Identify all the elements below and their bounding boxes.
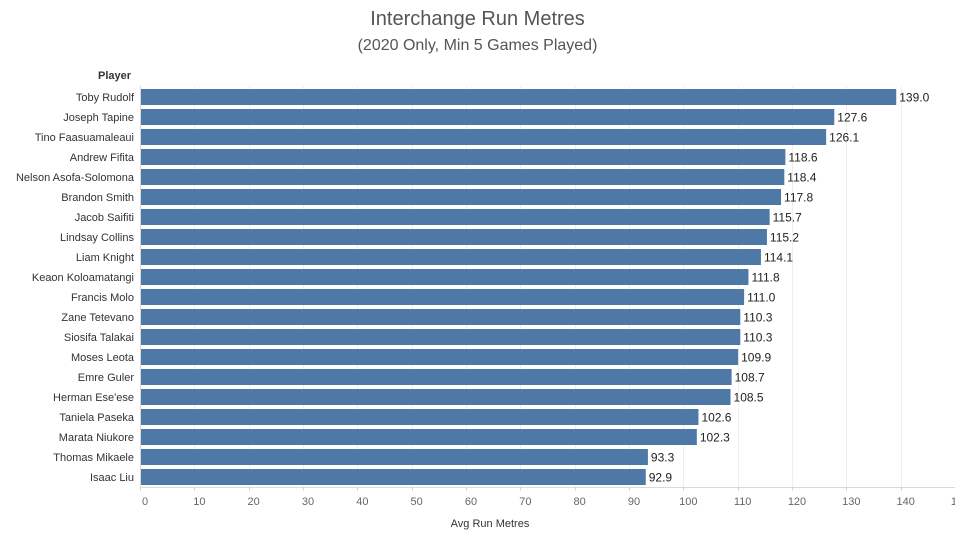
x-tick-label: 70 (519, 496, 531, 508)
bar (141, 349, 739, 365)
bar (141, 229, 767, 245)
bar-value-label: 111.0 (747, 291, 776, 305)
x-axis-title: Avg Run Metres (450, 518, 530, 530)
bar (141, 449, 648, 465)
bar (141, 149, 786, 165)
bar-value-label: 117.8 (784, 191, 813, 205)
bar-value-label: 115.2 (770, 231, 799, 245)
category-label: Joseph Tapine (63, 112, 134, 124)
category-label: Zane Tetevano (61, 312, 134, 324)
x-tick-label: 150 (951, 496, 955, 508)
chart-subtitle: (2020 Only, Min 5 Games Played) (357, 37, 598, 54)
bar (141, 269, 749, 285)
category-label: Siosifa Talakai (64, 332, 134, 344)
bar-value-label: 92.9 (649, 471, 673, 485)
x-tick-label: 60 (465, 496, 477, 508)
category-label: Emre Guler (78, 372, 135, 384)
category-label: Lindsay Collins (60, 232, 134, 244)
category-label: Brandon Smith (61, 192, 134, 204)
category-label: Marata Niukore (59, 432, 134, 444)
x-tick-label: 30 (302, 496, 314, 508)
category-label: Herman Ese'ese (53, 392, 134, 404)
x-tick-label: 130 (842, 496, 860, 508)
bar-value-label: 93.3 (651, 451, 675, 465)
bar (141, 309, 741, 325)
bar-value-label: 111.8 (751, 271, 780, 285)
category-label: Moses Leota (71, 352, 135, 364)
x-tick-label: 140 (896, 496, 914, 508)
bar-value-label: 115.7 (773, 211, 802, 225)
bar-value-label: 126.1 (829, 131, 859, 145)
bar-value-label: 118.6 (788, 151, 817, 165)
x-tick-label: 50 (411, 496, 423, 508)
category-label: Isaac Liu (90, 472, 134, 484)
bar (141, 429, 697, 445)
bar-value-label: 102.6 (701, 411, 731, 425)
bar (141, 389, 731, 405)
x-tick-label: 100 (679, 496, 697, 508)
category-label: Andrew Fifita (70, 152, 135, 164)
bar (141, 109, 835, 125)
category-label: Jacob Saifiti (75, 212, 134, 224)
category-label: Thomas Mikaele (53, 452, 134, 464)
bar (141, 329, 741, 345)
x-tick-label: 10 (193, 496, 205, 508)
category-label: Keaon Koloamatangi (32, 272, 134, 284)
x-tick-label: 20 (248, 496, 260, 508)
bar-value-label: 102.3 (700, 431, 730, 445)
category-label: Tino Faasuamaleaui (35, 132, 134, 144)
category-label: Nelson Asofa-Solomona (16, 172, 135, 184)
bar (141, 129, 827, 145)
bar (141, 369, 732, 385)
row-header-player: Player (98, 70, 132, 82)
category-label: Francis Molo (71, 292, 134, 304)
bar-value-label: 127.6 (837, 111, 867, 125)
x-tick-label: 80 (574, 496, 586, 508)
bar (141, 209, 770, 225)
bar (141, 289, 745, 305)
bar (141, 249, 761, 265)
bar-value-label: 110.3 (743, 311, 772, 325)
bar-value-label: 139.0 (899, 91, 929, 105)
bar-value-label: 118.4 (787, 171, 816, 185)
bar (141, 89, 897, 105)
bar-value-label: 108.7 (735, 371, 765, 385)
bar (141, 409, 699, 425)
bar-value-label: 114.1 (764, 251, 793, 265)
bar-value-label: 108.5 (734, 391, 764, 405)
x-tick-label: 90 (628, 496, 640, 508)
x-tick-label: 110 (734, 496, 752, 508)
category-label: Liam Knight (76, 252, 134, 264)
category-label: Taniela Paseka (59, 412, 134, 424)
category-label: Toby Rudolf (76, 92, 135, 104)
bar (141, 189, 782, 205)
bar-value-label: 109.9 (741, 351, 771, 365)
x-tick-label: 120 (788, 496, 806, 508)
bar (141, 469, 646, 485)
bar-value-label: 110.3 (743, 331, 772, 345)
bar (141, 169, 785, 185)
chart-title: Interchange Run Metres (370, 8, 585, 30)
x-tick-label: 0 (142, 496, 148, 508)
x-tick-label: 40 (356, 496, 368, 508)
